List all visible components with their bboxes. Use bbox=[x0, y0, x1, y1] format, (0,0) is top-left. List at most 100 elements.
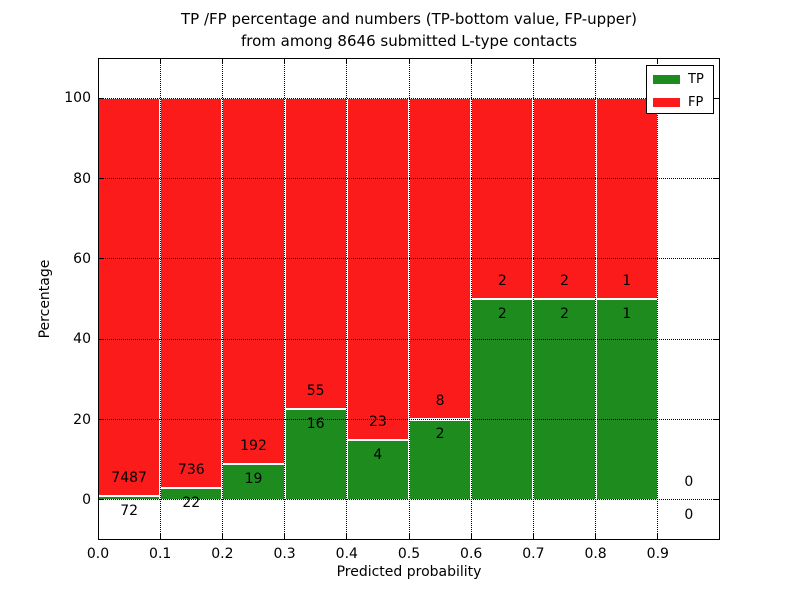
tp-bar-segment bbox=[533, 299, 596, 500]
fp-bar-segment bbox=[595, 98, 658, 299]
x-tick-top bbox=[657, 58, 659, 64]
x-tick-label: 0.7 bbox=[522, 546, 545, 562]
y-gridline bbox=[98, 258, 720, 260]
fp-count-label: 8 bbox=[435, 393, 445, 410]
x-tick-bottom bbox=[284, 534, 286, 540]
tp-bar-segment bbox=[471, 299, 534, 500]
x-gridline bbox=[408, 58, 410, 540]
fp-count-label: 2 bbox=[497, 272, 507, 289]
tp-count-label: 22 bbox=[182, 495, 201, 512]
legend: TP FP bbox=[646, 65, 714, 114]
x-tick-top bbox=[408, 58, 410, 64]
x-axis-label: Predicted probability bbox=[336, 564, 482, 580]
fp-count-label: 736 bbox=[177, 462, 205, 479]
tp-bar-segment bbox=[346, 440, 409, 500]
y-tick-left bbox=[98, 338, 104, 340]
fp-bar-segment bbox=[346, 98, 409, 441]
tp-bar-segment bbox=[409, 419, 472, 500]
y-tick-label: 20 bbox=[73, 411, 91, 428]
fp-count-label: 55 bbox=[306, 383, 325, 400]
chart-title-line2: from among 8646 submitted L-type contact… bbox=[240, 32, 578, 50]
y-tick-left bbox=[98, 419, 104, 420]
fp-count-label: 1 bbox=[622, 272, 632, 289]
tp-count-label: 4 bbox=[373, 447, 383, 464]
x-tick-label: 0.6 bbox=[460, 546, 483, 562]
y-tick-left bbox=[98, 178, 104, 179]
x-tick-bottom bbox=[657, 534, 659, 540]
x-gridline bbox=[470, 58, 472, 540]
legend-item-tp: TP bbox=[653, 69, 713, 89]
y-tick-right bbox=[714, 97, 720, 99]
y-tick-right bbox=[714, 178, 720, 179]
fp-count-label: 23 bbox=[368, 414, 387, 431]
x-gridline bbox=[657, 58, 659, 540]
tp-bar-segment bbox=[160, 488, 223, 500]
x-gridline bbox=[221, 58, 223, 540]
y-tick-label: 100 bbox=[64, 90, 91, 107]
y-gridline bbox=[98, 178, 720, 179]
fp-bar-segment bbox=[284, 98, 347, 410]
tp-count-label: 2 bbox=[435, 426, 445, 443]
x-tick-label: 0.3 bbox=[273, 546, 296, 562]
y-tick-left bbox=[98, 258, 104, 260]
x-tick-top bbox=[284, 58, 286, 64]
x-tick-bottom bbox=[595, 534, 597, 540]
x-gridline bbox=[159, 58, 161, 540]
x-tick-label: 0.8 bbox=[584, 546, 607, 562]
x-tick-bottom bbox=[470, 534, 472, 540]
tp-bar-segment bbox=[284, 409, 347, 500]
y-axis-label: Percentage bbox=[37, 259, 53, 339]
x-tick-top bbox=[159, 58, 161, 64]
x-tick-label: 0.5 bbox=[397, 546, 421, 562]
y-tick-label: 40 bbox=[73, 331, 91, 348]
tp-count-label: 19 bbox=[244, 470, 263, 487]
tp-count-label: 2 bbox=[497, 305, 507, 322]
fp-bar-segment bbox=[160, 98, 223, 489]
x-tick-label: 0.0 bbox=[86, 546, 110, 562]
tp-count-label: 1 bbox=[622, 305, 632, 322]
x-tick-label: 0.4 bbox=[335, 546, 358, 562]
y-gridline bbox=[98, 97, 720, 99]
fp-count-label: 2 bbox=[560, 272, 569, 289]
y-gridline bbox=[98, 499, 720, 501]
x-tick-top bbox=[595, 58, 597, 64]
y-tick-label: 60 bbox=[73, 250, 91, 267]
y-tick-right bbox=[714, 499, 720, 501]
x-tick-top bbox=[532, 58, 534, 64]
plot-area: 7487 72 736 22 192 19 55 16 23 4 8 2 2 2 2 2 1 1 0 0 bbox=[98, 58, 720, 540]
fp-bar-segment bbox=[471, 98, 534, 299]
y-tick-right bbox=[714, 258, 720, 260]
y-tick-right bbox=[714, 338, 720, 340]
fp-bar-segment bbox=[98, 98, 161, 496]
y-tick-right bbox=[714, 419, 720, 420]
x-tick-bottom bbox=[408, 534, 410, 540]
tp-count-label: 72 bbox=[120, 502, 139, 519]
x-tick-label: 0.2 bbox=[211, 546, 234, 562]
x-tick-top bbox=[346, 58, 348, 64]
x-tick-top bbox=[98, 58, 99, 64]
x-tick-label: 0.1 bbox=[149, 546, 172, 562]
tp-count-label: 16 bbox=[306, 416, 325, 433]
legend-label-tp: TP bbox=[688, 71, 704, 87]
tp-color-swatch bbox=[653, 74, 680, 84]
legend-label-fp: FP bbox=[688, 94, 704, 110]
x-tick-top bbox=[470, 58, 472, 64]
x-gridline bbox=[284, 58, 286, 540]
fp-count-label: 7487 bbox=[111, 469, 147, 486]
x-tick-bottom bbox=[159, 534, 161, 540]
fp-bar-segment bbox=[222, 98, 285, 464]
fp-bar-segment bbox=[533, 98, 596, 299]
y-tick-left bbox=[98, 97, 104, 99]
fp-count-label: 0 bbox=[684, 473, 694, 490]
y-tick-label: 80 bbox=[73, 170, 91, 187]
fp-color-swatch bbox=[653, 97, 680, 107]
x-tick-bottom bbox=[346, 534, 348, 540]
x-tick-label: 0.9 bbox=[646, 546, 669, 562]
fp-count-label: 192 bbox=[240, 437, 267, 454]
tp-count-label: 0 bbox=[684, 506, 694, 523]
x-tick-top bbox=[221, 58, 223, 64]
y-tick-left bbox=[98, 499, 104, 501]
tp-count-label: 2 bbox=[560, 305, 569, 322]
x-gridline bbox=[532, 58, 534, 540]
